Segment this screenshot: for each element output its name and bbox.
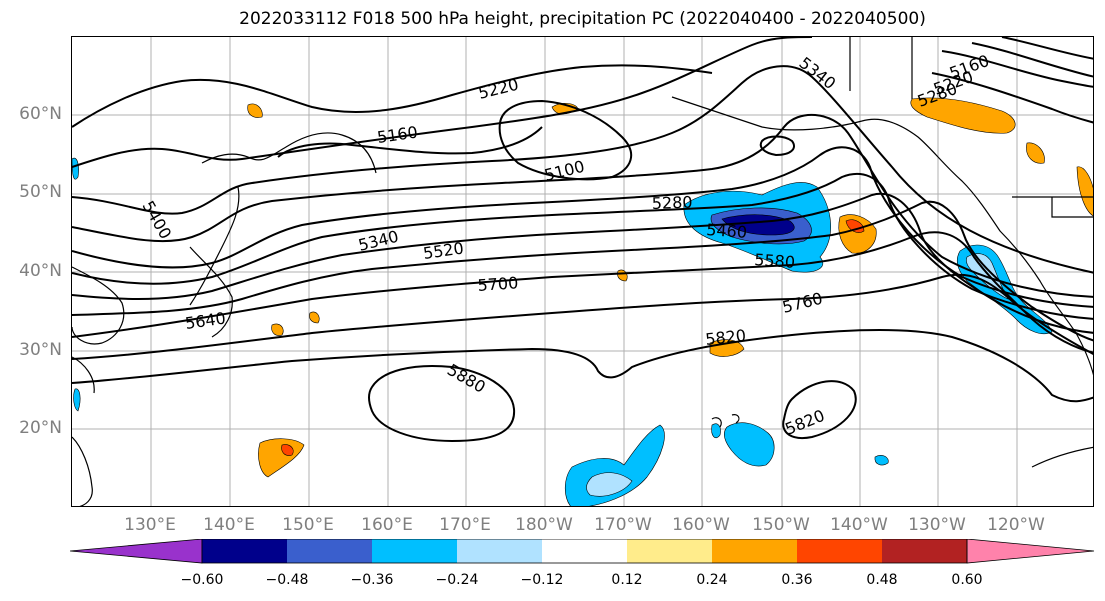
colorbar-tick: 0.36 <box>781 572 813 588</box>
lon-label-120w: 120°W <box>987 515 1045 535</box>
lon-label-140w: 140°W <box>830 515 888 535</box>
contour-5160 <box>277 37 1093 158</box>
lon-label-130w: 130°W <box>908 515 966 535</box>
contour-label: 5460 <box>706 220 748 242</box>
lon-label-180w: 180°W <box>515 515 573 535</box>
contour-label: 5580 <box>754 250 796 272</box>
lat-label-60n: 60°N <box>19 104 62 124</box>
colorbar <box>69 538 1096 569</box>
negative-anomaly-hawaii <box>723 422 775 467</box>
positive-anomaly-gulf <box>838 214 877 254</box>
colorbar-tick: −0.24 <box>435 572 479 588</box>
lon-label-140e: 140°E <box>203 515 255 535</box>
lon-label-160e: 160°E <box>361 515 413 535</box>
contour-label: 5160 <box>376 122 419 146</box>
contour-5820-south <box>782 380 857 439</box>
contour-5460 <box>72 146 1093 308</box>
colorbar-bin <box>882 539 967 563</box>
lon-label-130e: 130°E <box>124 515 176 535</box>
colorbar-arrow-high <box>966 538 1095 564</box>
colorbar-tick: 0.48 <box>866 572 898 588</box>
colorbar-bin <box>202 539 287 563</box>
lon-label-170w: 170°W <box>594 515 652 535</box>
contour-5280 <box>72 37 1093 168</box>
colorbar-bin <box>712 539 797 563</box>
colorbar-tick: −0.12 <box>520 572 564 588</box>
contour-label: 5520 <box>422 238 465 262</box>
contour-label: 5640 <box>184 308 227 332</box>
contour-label: 5820 <box>704 326 746 349</box>
colorbar-bin <box>457 539 542 563</box>
lat-label-20n: 20°N <box>19 418 62 438</box>
colorbar-tick: −0.36 <box>350 572 394 588</box>
colorbar-bin <box>287 539 372 563</box>
negative-anomaly-tropics <box>564 424 665 506</box>
contour-5520 <box>72 172 1093 320</box>
colorbar-tick: 0.12 <box>611 572 643 588</box>
lon-label-150w: 150°W <box>752 515 810 535</box>
colorbar-tick: −0.48 <box>265 572 309 588</box>
lon-label-170e: 170°E <box>439 515 491 535</box>
positive-anomaly-wpac <box>258 438 305 478</box>
colorbar-tick: 0.60 <box>951 572 983 588</box>
contour-label: 5280 <box>651 193 692 213</box>
contour-5100-low <box>759 135 795 157</box>
contour-5640 <box>72 200 1093 342</box>
map-canvas: 5400 5220 5160 5100 5340 5160 5220 5280 … <box>72 37 1093 506</box>
map-panel: 5400 5220 5160 5100 5340 5160 5220 5280 … <box>71 36 1094 507</box>
lon-label-150e: 150°E <box>282 515 334 535</box>
contour-5880 <box>368 365 516 443</box>
contour-label: 5340 <box>796 53 840 93</box>
height-contours <box>72 37 1093 443</box>
positive-anomaly-canada <box>910 97 1016 134</box>
colorbar-bin <box>542 539 627 563</box>
colorbar-arrow-low <box>69 538 203 564</box>
coastlines <box>72 37 1093 506</box>
colorbar-bin <box>627 539 712 563</box>
colorbar-tick: 0.24 <box>696 572 728 588</box>
lat-label-50n: 50°N <box>19 182 62 202</box>
lat-label-40n: 40°N <box>19 261 62 281</box>
contour-5820 <box>72 329 1093 403</box>
colorbar-tick: −0.60 <box>180 572 224 588</box>
colorbar-svg <box>69 538 1095 564</box>
contour-5340 <box>72 65 1093 274</box>
contour-label: 5700 <box>477 273 519 295</box>
contour-label: 5760 <box>780 289 824 317</box>
lon-label-160w: 160°W <box>672 515 730 535</box>
contour-5400 <box>72 114 1093 298</box>
contour-label: 5400 <box>139 198 176 243</box>
contour-label: 5220 <box>476 75 520 103</box>
contour-5100 <box>498 99 633 181</box>
lat-label-30n: 30°N <box>19 340 62 360</box>
contour-5220 <box>72 50 1093 128</box>
colorbar-bin <box>372 539 457 563</box>
colorbar-bin <box>797 539 882 563</box>
contour-5760 <box>72 273 1093 360</box>
contour-5700 <box>72 231 1093 354</box>
map-title: 2022033112 F018 500 hPa height, precipit… <box>239 9 926 29</box>
